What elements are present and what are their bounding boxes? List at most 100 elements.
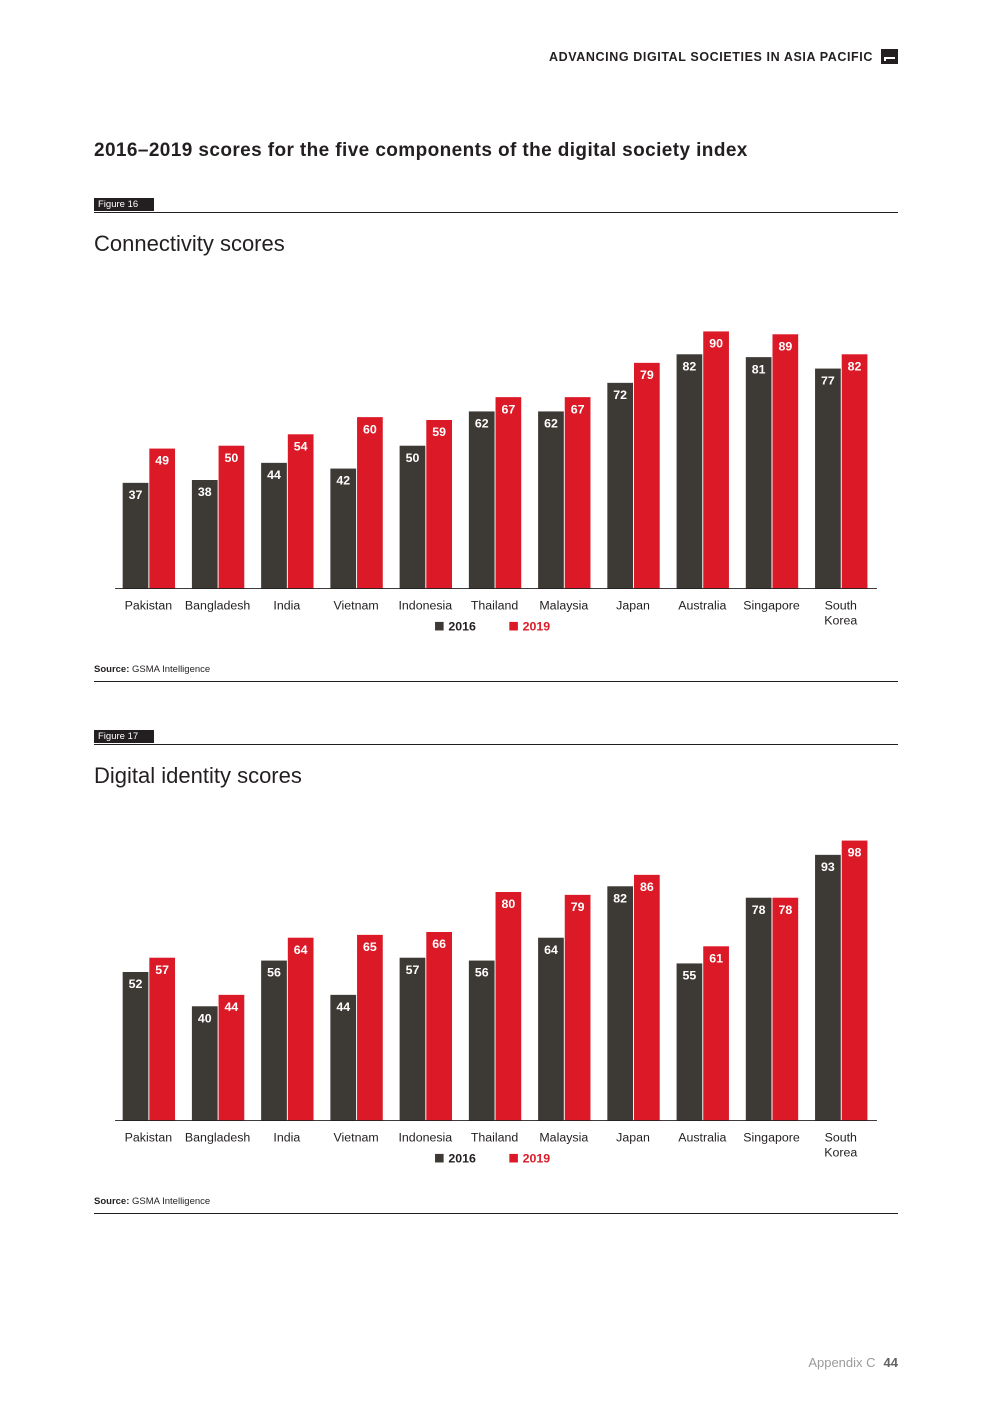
data-label: 90 xyxy=(709,337,723,351)
figure-source: Source: GSMA Intelligence xyxy=(94,664,898,682)
category-label: Thailand xyxy=(471,1131,519,1145)
bar-2019-vietnam xyxy=(357,417,383,589)
bar-2016-indonesia xyxy=(399,957,426,1121)
data-label: 37 xyxy=(129,488,143,502)
category-label: Singapore xyxy=(743,599,800,613)
connectivity-bar-chart: 37 49 Pakistan 38 50 Bangladesh 44 54 India 42 60 V… xyxy=(115,331,877,633)
data-label: 62 xyxy=(544,417,558,431)
data-label: 57 xyxy=(155,963,169,977)
data-label: 93 xyxy=(821,860,835,874)
bar-2019-malaysia xyxy=(564,397,591,589)
figure-source: Source: GSMA Intelligence xyxy=(94,1196,898,1214)
bar-2019-india xyxy=(287,937,314,1121)
category-label: Bangladesh xyxy=(185,1131,250,1145)
data-label: 56 xyxy=(267,966,281,980)
bar-2016-vietnam xyxy=(330,994,357,1121)
legend-label-2016: 2016 xyxy=(448,619,476,633)
category-label: Indonesia xyxy=(398,599,452,613)
bar-2016-singapore xyxy=(745,357,772,589)
figure-digital-identity: Figure 17 Digital identity scores 52 57 Pa… xyxy=(94,730,898,1214)
figure-tag: Figure 16 xyxy=(94,198,154,211)
data-label: 57 xyxy=(406,963,420,977)
bar-2016-japan xyxy=(607,886,634,1121)
legend-swatch-2016 xyxy=(435,1153,444,1163)
data-label: 49 xyxy=(155,454,169,468)
bar-2019-south-korea xyxy=(841,840,868,1121)
data-label: 79 xyxy=(571,900,585,914)
data-label: 64 xyxy=(294,943,308,957)
data-label: 62 xyxy=(475,417,489,431)
category-label: Australia xyxy=(678,1131,726,1145)
bar-2019-pakistan xyxy=(149,448,176,589)
page-header: ADVANCING DIGITAL SOCIETIES IN ASIA PACI… xyxy=(549,49,898,64)
data-label: 61 xyxy=(709,951,723,965)
bar-2016-japan xyxy=(607,382,634,589)
data-label: 55 xyxy=(683,969,697,983)
section-title: 2016–2019 scores for the five components… xyxy=(94,140,748,161)
bar-2019-vietnam xyxy=(357,934,383,1121)
bar-2019-australia xyxy=(703,331,729,589)
bar-2019-bangladesh xyxy=(218,994,245,1121)
bar-2016-australia xyxy=(676,963,703,1121)
figure-title: Connectivity scores xyxy=(94,231,285,256)
data-label: 59 xyxy=(432,425,446,439)
data-label: 78 xyxy=(752,903,766,917)
category-label: Korea xyxy=(824,1146,857,1160)
data-label: 56 xyxy=(475,966,489,980)
source-label: Source: xyxy=(94,1196,130,1207)
bar-2019-australia xyxy=(703,946,729,1121)
category-label: Indonesia xyxy=(398,1131,452,1145)
data-label: 82 xyxy=(613,891,627,905)
data-label: 65 xyxy=(363,940,377,954)
bar-2016-bangladesh xyxy=(191,480,218,589)
bar-2016-malaysia xyxy=(538,411,564,589)
category-label: Vietnam xyxy=(334,599,379,613)
data-label: 60 xyxy=(363,422,377,436)
category-label: Korea xyxy=(824,614,857,628)
bar-2019-bangladesh xyxy=(218,445,245,589)
bar-2016-india xyxy=(261,960,287,1121)
category-label: Pakistan xyxy=(125,599,173,613)
bar-2019-thailand xyxy=(495,892,522,1121)
data-label: 81 xyxy=(752,362,766,376)
data-label: 82 xyxy=(848,359,862,373)
data-label: 80 xyxy=(501,897,515,911)
bar-2016-indonesia xyxy=(399,445,426,589)
bar-2019-pakistan xyxy=(149,957,176,1121)
bar-2019-indonesia xyxy=(426,420,452,589)
digital-identity-bar-chart: 52 57 Pakistan 40 44 Bangladesh 56 64 India 44 65 V… xyxy=(115,840,877,1165)
data-label: 50 xyxy=(225,451,239,465)
legend-label-2019: 2019 xyxy=(523,619,551,633)
bar-2016-south-korea xyxy=(815,368,841,589)
data-label: 98 xyxy=(848,846,862,860)
category-label: Malaysia xyxy=(539,1131,588,1145)
footer-label: Appendix C xyxy=(808,1355,876,1370)
data-label: 38 xyxy=(198,485,212,499)
data-label: 89 xyxy=(778,339,792,353)
data-label: 50 xyxy=(406,451,420,465)
bar-2019-south-korea xyxy=(841,354,868,589)
category-label: Thailand xyxy=(471,599,519,613)
page-footer: Appendix C 44 xyxy=(808,1355,898,1370)
source-text: GSMA Intelligence xyxy=(132,664,211,675)
bar-2019-indonesia xyxy=(426,932,452,1121)
data-label: 44 xyxy=(225,1000,239,1014)
bar-2016-thailand xyxy=(468,960,495,1121)
figure-tag-row: Figure 16 xyxy=(94,198,898,213)
category-label: South xyxy=(825,1131,857,1145)
data-label: 77 xyxy=(821,374,835,388)
data-label: 86 xyxy=(640,880,654,894)
legend-label-2019: 2019 xyxy=(523,1151,551,1165)
data-label: 54 xyxy=(294,439,308,453)
bar-2016-thailand xyxy=(468,411,495,589)
bar-2016-australia xyxy=(676,354,703,589)
data-label: 72 xyxy=(613,388,627,402)
data-label: 66 xyxy=(432,937,446,951)
legend-label-2016: 2016 xyxy=(448,1151,476,1165)
legend-swatch-2016 xyxy=(435,621,444,631)
bar-2019-india xyxy=(287,434,314,589)
data-label: 67 xyxy=(501,402,515,416)
bar-2019-japan xyxy=(634,362,660,589)
category-label: Japan xyxy=(616,1131,650,1145)
data-label: 79 xyxy=(640,368,654,382)
